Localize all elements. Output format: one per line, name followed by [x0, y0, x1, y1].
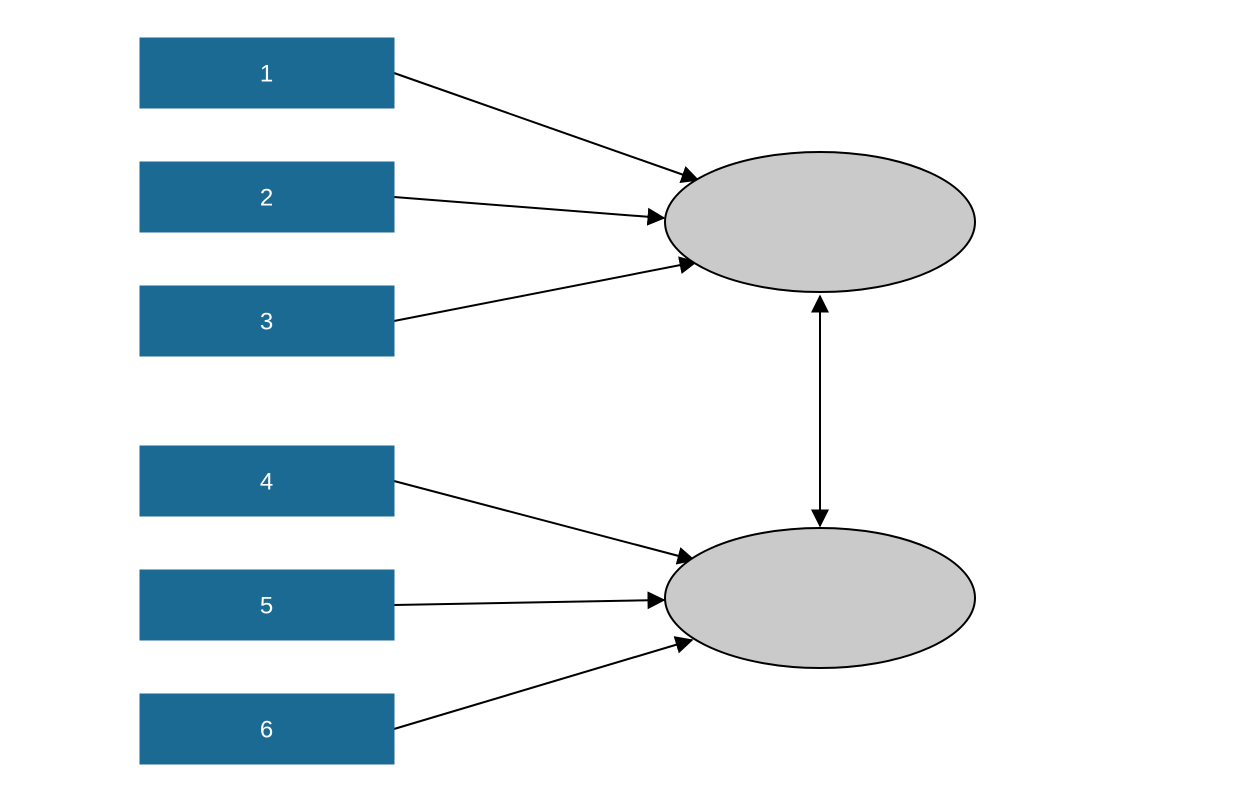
ellipse-node-e1 [665, 152, 975, 292]
box-label-b5: 5 [260, 592, 274, 619]
box-label-b2: 2 [260, 184, 274, 211]
box-node-b4: 4 [140, 446, 394, 516]
box-node-b5: 5 [140, 570, 394, 640]
edge-b6-e2 [394, 640, 692, 729]
edge-b2-e1 [394, 197, 664, 218]
nodes-layer: 1 2 3 4 5 6 [140, 38, 975, 764]
box-node-b2: 2 [140, 162, 394, 232]
box-node-b3: 3 [140, 286, 394, 356]
edge-b3-e1 [394, 262, 696, 321]
box-label-b6: 6 [260, 716, 274, 743]
edge-b5-e2 [394, 600, 664, 605]
box-label-b1: 1 [260, 60, 274, 87]
diagram-canvas: 1 2 3 4 5 6 [0, 0, 1249, 800]
box-node-b1: 1 [140, 38, 394, 108]
edge-b4-e2 [394, 481, 694, 560]
box-node-b6: 6 [140, 694, 394, 764]
box-label-b4: 4 [260, 468, 274, 495]
ellipse-node-e2 [665, 528, 975, 668]
edge-b1-e1 [394, 73, 698, 180]
box-label-b3: 3 [260, 308, 274, 335]
